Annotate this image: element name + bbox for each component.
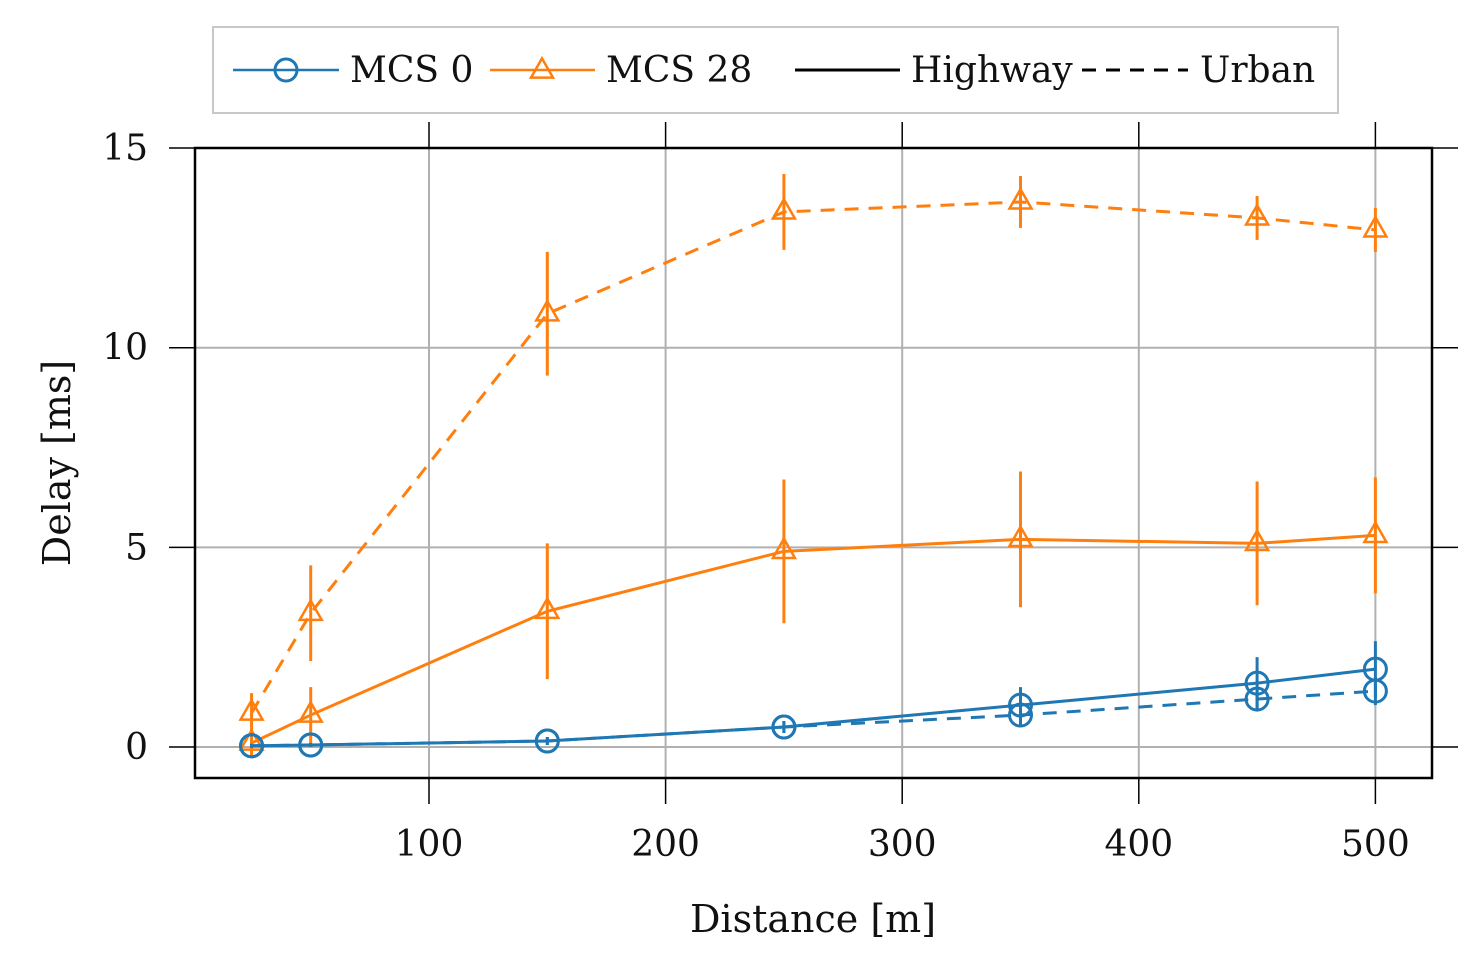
data-point — [238, 697, 265, 721]
y-axis-label: Delay [ms] — [35, 360, 79, 567]
series-line — [250, 533, 1376, 745]
data-point — [297, 598, 324, 622]
legend-label-mcs0: MCS 0 — [350, 50, 473, 91]
data-point — [298, 732, 324, 758]
legend-marker-mcs0 — [273, 57, 299, 83]
series-layer — [238, 174, 1389, 759]
legend-label-urban: Urban — [1200, 50, 1315, 91]
x-tick-label: 200 — [631, 824, 700, 865]
axis-ticks: 100 200 300 400 500 0 5 10 15 — [102, 122, 1458, 865]
series-line — [251, 689, 1376, 748]
data-point — [1007, 524, 1034, 548]
data-point — [1362, 656, 1388, 682]
legend-label-mcs28: MCS 28 — [606, 50, 752, 91]
legend-label-highway: Highway — [911, 50, 1073, 91]
data-point — [534, 596, 561, 620]
data-point — [238, 727, 265, 751]
data-point — [1007, 186, 1034, 210]
series-mcs-0-highway — [239, 641, 1388, 759]
data-point — [297, 699, 324, 723]
series-mcs-0-urban — [239, 677, 1388, 759]
data-point — [1244, 670, 1270, 696]
y-tick-label: 0 — [125, 727, 148, 768]
x-axis-label: Distance [m] — [690, 897, 936, 941]
data-point — [1008, 692, 1033, 718]
legend: MCS 0 MCS 28 Highway Urban — [212, 26, 1339, 114]
x-tick-label: 500 — [1341, 824, 1410, 865]
plot-frame — [193, 146, 1434, 780]
data-point — [770, 536, 798, 560]
legend-marker-mcs28 — [528, 55, 556, 79]
series-line — [251, 667, 1376, 748]
legend-frame — [212, 26, 1339, 114]
series-line — [250, 200, 1376, 714]
data-point — [1243, 202, 1271, 226]
data-point — [239, 733, 265, 759]
data-point — [1362, 520, 1389, 544]
x-tick-label: 300 — [868, 824, 937, 865]
x-tick-label: 400 — [1104, 824, 1173, 865]
data-point — [1362, 214, 1389, 238]
data-point — [1243, 528, 1271, 552]
series-mcs-28-highway — [238, 471, 1389, 755]
data-point — [771, 714, 797, 740]
y-tick-label: 5 — [125, 527, 148, 568]
y-tick-label: 15 — [102, 128, 148, 169]
y-tick-label: 10 — [102, 328, 148, 369]
data-point — [534, 728, 560, 754]
data-point — [534, 298, 561, 322]
series-mcs-28-urban — [238, 174, 1389, 734]
x-tick-label: 100 — [395, 824, 464, 865]
data-point — [770, 196, 798, 220]
